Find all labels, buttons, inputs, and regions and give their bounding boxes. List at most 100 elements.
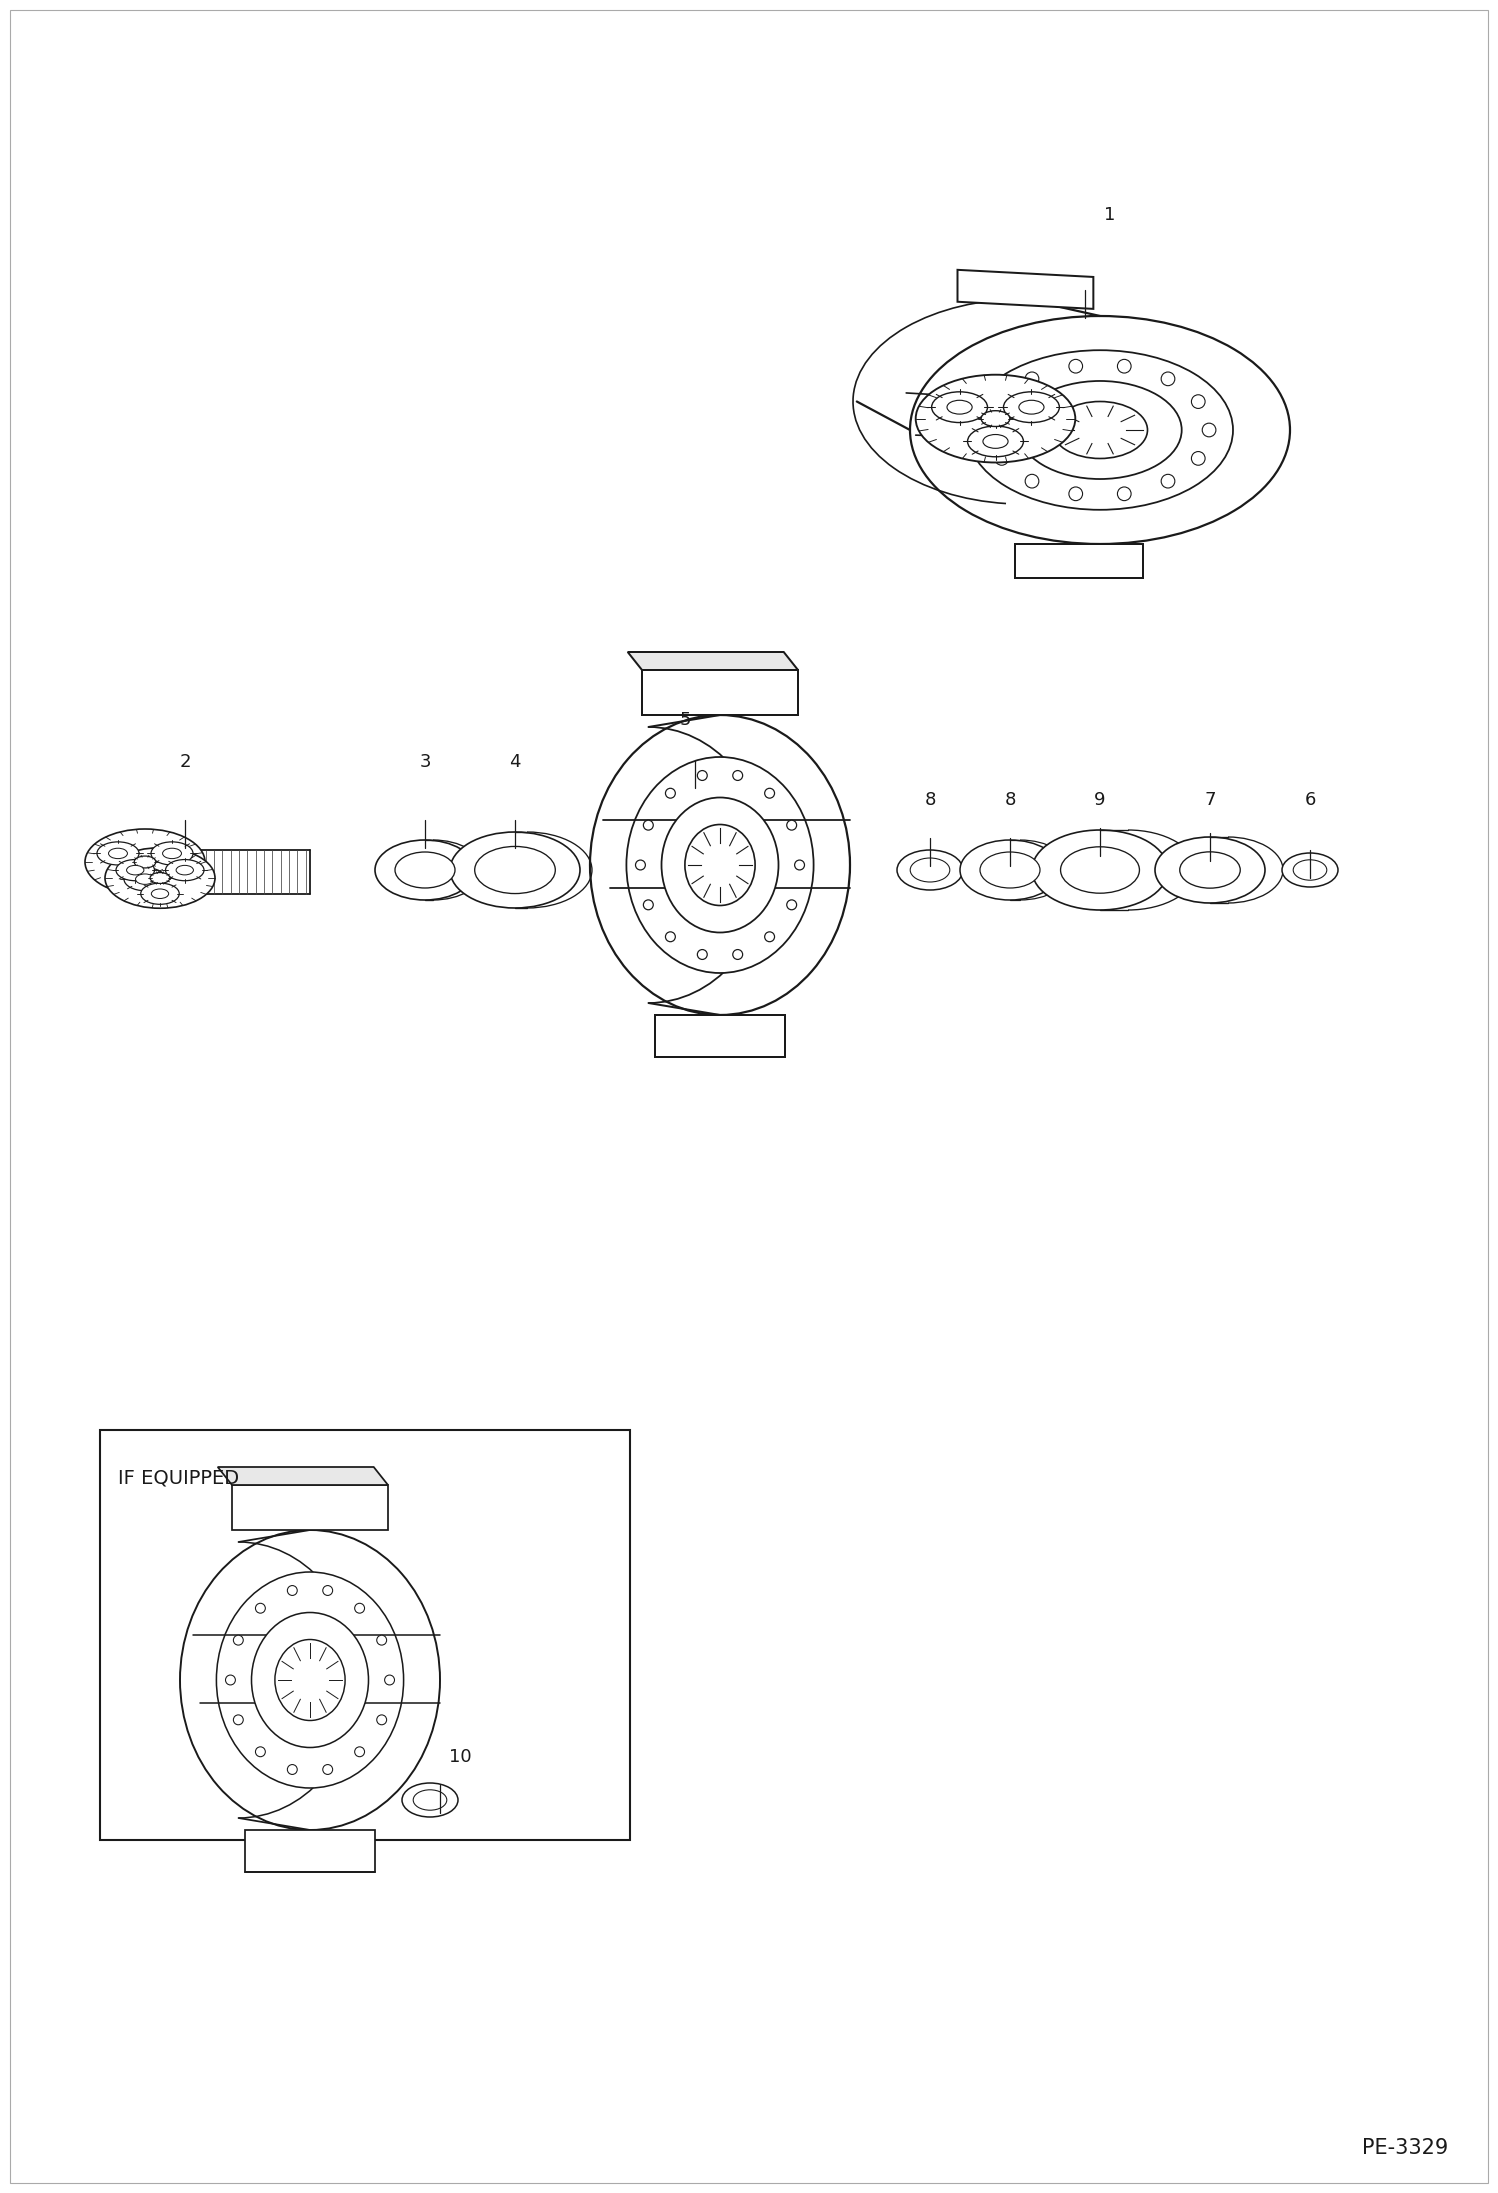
Ellipse shape bbox=[252, 1612, 369, 1748]
Ellipse shape bbox=[395, 853, 455, 888]
Text: 4: 4 bbox=[509, 752, 521, 772]
Circle shape bbox=[385, 1675, 394, 1684]
Ellipse shape bbox=[150, 873, 169, 884]
Ellipse shape bbox=[1180, 851, 1240, 888]
Circle shape bbox=[1161, 373, 1174, 386]
Polygon shape bbox=[246, 1829, 374, 1873]
Text: 1: 1 bbox=[1104, 206, 1116, 224]
Ellipse shape bbox=[897, 851, 963, 890]
Circle shape bbox=[1118, 487, 1131, 500]
Circle shape bbox=[322, 1586, 333, 1597]
Circle shape bbox=[733, 950, 743, 961]
Circle shape bbox=[1203, 423, 1216, 436]
Circle shape bbox=[698, 950, 707, 961]
Ellipse shape bbox=[960, 840, 1061, 899]
Ellipse shape bbox=[947, 401, 972, 414]
Text: 9: 9 bbox=[1094, 792, 1106, 809]
Ellipse shape bbox=[911, 857, 950, 882]
Ellipse shape bbox=[151, 842, 193, 864]
Text: 8: 8 bbox=[924, 792, 936, 809]
Circle shape bbox=[234, 1636, 243, 1645]
Circle shape bbox=[643, 820, 653, 831]
Circle shape bbox=[322, 1765, 333, 1774]
Circle shape bbox=[376, 1715, 386, 1724]
Circle shape bbox=[1161, 474, 1174, 489]
Circle shape bbox=[733, 770, 743, 781]
Ellipse shape bbox=[449, 831, 580, 908]
Ellipse shape bbox=[135, 855, 156, 868]
Circle shape bbox=[1070, 360, 1083, 373]
Ellipse shape bbox=[1282, 853, 1338, 886]
Ellipse shape bbox=[97, 842, 139, 864]
Circle shape bbox=[1025, 474, 1038, 489]
Ellipse shape bbox=[590, 715, 849, 1015]
Circle shape bbox=[1025, 373, 1038, 386]
Ellipse shape bbox=[968, 425, 1023, 456]
Circle shape bbox=[995, 395, 1008, 408]
Ellipse shape bbox=[662, 798, 779, 932]
Ellipse shape bbox=[165, 860, 204, 882]
Circle shape bbox=[256, 1748, 265, 1757]
Ellipse shape bbox=[105, 849, 216, 908]
Ellipse shape bbox=[374, 840, 475, 899]
Ellipse shape bbox=[115, 860, 154, 882]
Circle shape bbox=[234, 1715, 243, 1724]
Circle shape bbox=[698, 770, 707, 781]
Text: 8: 8 bbox=[1004, 792, 1016, 809]
Circle shape bbox=[665, 932, 676, 941]
Ellipse shape bbox=[475, 846, 556, 893]
Ellipse shape bbox=[108, 849, 127, 860]
Text: 7: 7 bbox=[1204, 792, 1216, 809]
Polygon shape bbox=[957, 270, 1094, 309]
Circle shape bbox=[764, 787, 774, 798]
Ellipse shape bbox=[135, 875, 154, 884]
Circle shape bbox=[1070, 487, 1083, 500]
Polygon shape bbox=[643, 671, 798, 715]
Bar bbox=[100, 1430, 631, 1840]
Polygon shape bbox=[1014, 544, 1143, 579]
Ellipse shape bbox=[401, 1783, 458, 1818]
Ellipse shape bbox=[981, 410, 1010, 425]
Circle shape bbox=[786, 899, 797, 910]
Ellipse shape bbox=[685, 825, 755, 906]
Circle shape bbox=[794, 860, 804, 871]
Circle shape bbox=[643, 899, 653, 910]
Ellipse shape bbox=[413, 1789, 446, 1809]
Text: 3: 3 bbox=[419, 752, 431, 772]
Ellipse shape bbox=[180, 1531, 440, 1829]
Text: PE-3329: PE-3329 bbox=[1362, 2138, 1449, 2158]
Circle shape bbox=[355, 1748, 364, 1757]
Text: 10: 10 bbox=[449, 1748, 472, 1765]
Ellipse shape bbox=[1053, 401, 1147, 458]
Ellipse shape bbox=[124, 868, 166, 890]
Circle shape bbox=[288, 1586, 297, 1597]
Ellipse shape bbox=[909, 316, 1290, 544]
Circle shape bbox=[226, 1675, 235, 1684]
Circle shape bbox=[256, 1603, 265, 1614]
Ellipse shape bbox=[626, 757, 813, 974]
Circle shape bbox=[984, 423, 998, 436]
Ellipse shape bbox=[1155, 838, 1264, 904]
Ellipse shape bbox=[276, 1640, 345, 1722]
Text: 6: 6 bbox=[1305, 792, 1315, 809]
Circle shape bbox=[635, 860, 646, 871]
Ellipse shape bbox=[151, 888, 169, 899]
Polygon shape bbox=[232, 1485, 388, 1531]
Circle shape bbox=[1118, 360, 1131, 373]
Ellipse shape bbox=[126, 866, 144, 875]
Ellipse shape bbox=[1061, 846, 1140, 893]
Ellipse shape bbox=[1019, 401, 1044, 414]
Ellipse shape bbox=[216, 1572, 403, 1787]
Ellipse shape bbox=[177, 866, 193, 875]
Circle shape bbox=[355, 1603, 364, 1614]
Circle shape bbox=[786, 820, 797, 831]
Circle shape bbox=[1191, 395, 1204, 408]
Ellipse shape bbox=[983, 434, 1008, 447]
Ellipse shape bbox=[932, 393, 987, 423]
Ellipse shape bbox=[1293, 860, 1327, 879]
Ellipse shape bbox=[915, 375, 1076, 463]
Circle shape bbox=[764, 932, 774, 941]
Text: IF EQUIPPED: IF EQUIPPED bbox=[118, 1467, 240, 1487]
Polygon shape bbox=[628, 651, 798, 671]
Ellipse shape bbox=[163, 849, 181, 860]
